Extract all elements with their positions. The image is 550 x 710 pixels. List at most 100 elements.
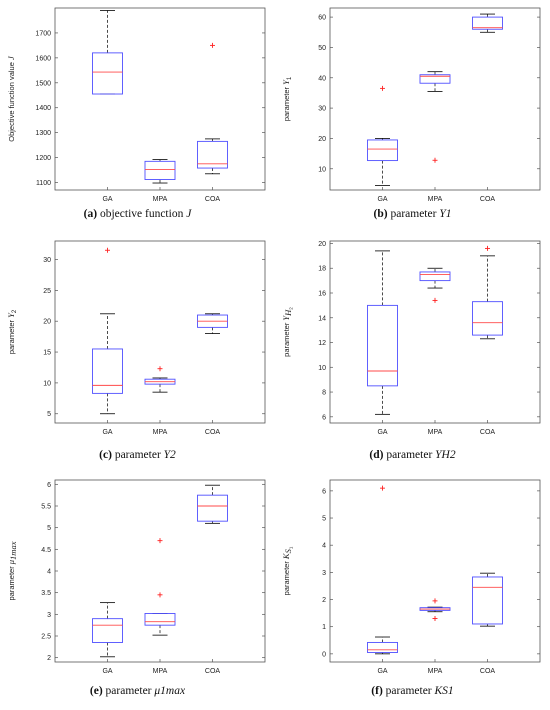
plot-frame (54, 7, 266, 191)
caption-e: (e) parameter μ1max (89, 685, 186, 697)
x-tick-label: GA (377, 429, 387, 436)
x-tick-label: GA (102, 429, 112, 436)
y-tick-label: 3.5 (41, 590, 51, 597)
x-tick-label: MPA (153, 196, 168, 203)
y-tick-label: 12 (318, 340, 326, 347)
box-ga (367, 250, 398, 415)
chart-panel-f: 0 1 2 3 4 5 6 GA MPA COA parameter KS1 (281, 479, 541, 675)
y-tick-label: 1700 (35, 30, 51, 37)
y-tick-label: 60 (318, 15, 326, 22)
x-tick-label: GA (377, 668, 387, 675)
box-coa (472, 572, 503, 627)
y-tick-label: 10 (318, 166, 326, 173)
outlier-marker (105, 247, 110, 253)
box-ga (92, 247, 123, 415)
iqr-box (472, 301, 503, 336)
y-tick-label: 6 (322, 414, 326, 421)
outlier-marker (210, 42, 215, 48)
y-tick-label: 6 (47, 482, 51, 489)
plot-frame (54, 479, 266, 663)
y-tick-label: 20 (318, 136, 326, 143)
y-axis-label: parameter μ1max (6, 541, 18, 600)
chart-panel-e: 2 2.5 3 3.5 4 4.5 5 5.5 6 GA MPA COA parameter μ1max (6, 479, 266, 675)
y-tick-label: 20 (43, 319, 51, 326)
outlier-marker (157, 538, 163, 544)
y-tick-label: 10 (43, 380, 51, 387)
box-coa (197, 313, 228, 334)
plot-frame (329, 479, 541, 663)
box-coa (197, 42, 228, 175)
box-mpa (144, 538, 176, 636)
y-tick-label: 16 (318, 291, 326, 298)
iqr-box (144, 613, 176, 626)
y-tick-label: 5 (47, 525, 51, 532)
box-coa (472, 245, 503, 340)
y-tick-label: 15 (43, 350, 51, 357)
iqr-box (367, 304, 398, 387)
x-tick-label: MPA (428, 196, 443, 203)
caption-a: (a) objective function J (83, 208, 192, 220)
x-tick-label: COA (480, 196, 496, 203)
y-axis-label: parameter YH2 (281, 307, 294, 357)
y-axis-label: parameter Y1 (281, 76, 293, 121)
y-tick-label: 14 (318, 315, 326, 322)
x-tick-label: COA (480, 668, 496, 675)
iqr-box (92, 348, 123, 394)
svg-text:parameter μ1max: parameter μ1max (6, 541, 18, 600)
svg-text:parameter YH2: parameter YH2 (281, 307, 294, 357)
y-tick-label: 1600 (35, 55, 51, 62)
box-mpa (419, 598, 451, 622)
svg-text:Objective function value: Objective function value J (6, 55, 16, 142)
y-tick-label: 40 (318, 75, 326, 82)
y-tick-label: 1500 (35, 80, 51, 87)
iqr-box (367, 139, 398, 162)
outlier-marker (432, 598, 438, 604)
y-tick-label: 18 (318, 266, 326, 273)
x-tick-label: COA (205, 429, 221, 436)
iqr-box (419, 74, 451, 84)
box-ga (92, 10, 123, 95)
iqr-box (197, 140, 228, 169)
svg-text:parameter Y1: parameter Y1 (281, 76, 293, 121)
y-tick-label: 2 (47, 655, 51, 662)
box-mpa (144, 159, 176, 184)
y-axis-label: Objective function value J (6, 55, 16, 142)
x-tick-label: MPA (428, 429, 443, 436)
outlier-marker (432, 297, 438, 303)
y-tick-label: 2.5 (41, 634, 51, 641)
x-tick-label: GA (377, 196, 387, 203)
outlier-marker (432, 157, 438, 163)
x-tick-label: MPA (428, 668, 443, 675)
x-tick-label: GA (102, 196, 112, 203)
caption-c: (c) parameter Y2 (99, 449, 176, 461)
outlier-marker (485, 245, 490, 251)
y-tick-label: 1100 (36, 180, 51, 187)
chart-panel-c: 5 10 15 20 25 30 GA MPA COA parameter Y2 (6, 240, 266, 436)
x-tick-label: MPA (153, 429, 168, 436)
y-axis-label: parameter Y2 (6, 309, 18, 354)
y-tick-label: 1200 (35, 155, 51, 162)
y-tick-label: 8 (322, 390, 326, 397)
outlier-marker (432, 616, 438, 622)
caption-b: (b) parameter Y1 (373, 208, 452, 220)
box-coa (472, 13, 503, 33)
box-ga (367, 485, 398, 655)
y-tick-label: 2 (322, 597, 326, 604)
y-tick-label: 5.5 (41, 504, 51, 511)
outlier-marker (380, 485, 385, 491)
box-mpa (144, 366, 176, 393)
x-tick-label: COA (480, 429, 496, 436)
iqr-box (472, 576, 503, 625)
plot-frame (54, 240, 266, 424)
y-tick-label: 5 (322, 516, 326, 523)
y-tick-label: 3 (47, 612, 51, 619)
y-tick-label: 5 (47, 411, 51, 418)
box-ga (367, 85, 398, 186)
x-tick-label: GA (102, 668, 112, 675)
y-tick-label: 1 (322, 624, 326, 631)
chart-panel-b: 10 20 30 40 50 60 GA MPA COA parameter Y1 (281, 7, 541, 203)
box-ga (92, 602, 123, 658)
y-tick-label: 4 (47, 569, 51, 576)
caption-d: (d) parameter YH2 (369, 449, 456, 461)
iqr-box (144, 160, 176, 180)
